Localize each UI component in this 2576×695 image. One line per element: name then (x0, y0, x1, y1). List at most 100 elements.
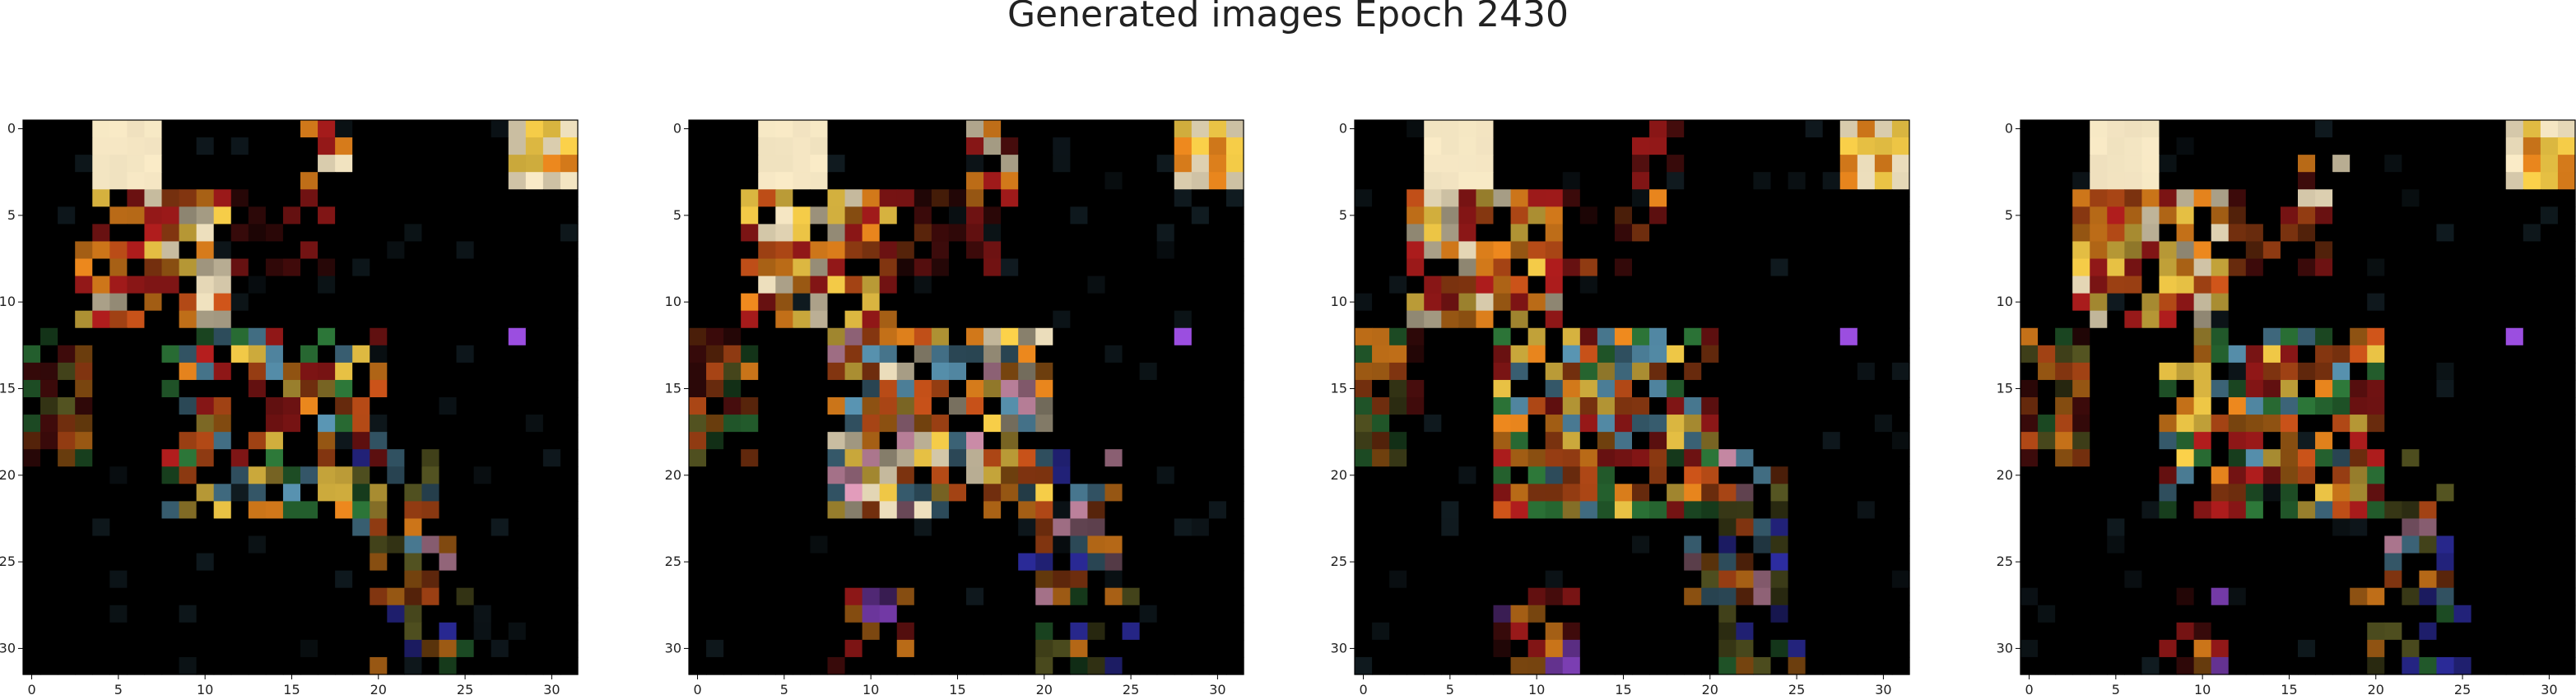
heatmap-cell (1407, 327, 1425, 346)
heatmap-cell (1718, 484, 1737, 502)
heatmap-cell (127, 466, 146, 484)
heatmap-cell (1684, 137, 1702, 155)
heatmap-cell (2332, 553, 2350, 572)
heatmap-cell (318, 293, 336, 312)
heatmap-cell (196, 535, 215, 554)
heatmap-cell (741, 258, 759, 277)
heatmap-cell (213, 379, 232, 398)
heatmap-cell (2124, 553, 2143, 572)
heatmap-cell (1070, 622, 1089, 641)
heatmap-cell (2124, 587, 2143, 606)
heatmap-cell (1053, 379, 1071, 398)
heatmap-cell (1156, 276, 1175, 294)
heatmap-cell (542, 587, 561, 606)
heatmap-cell (2471, 432, 2490, 450)
heatmap-cell (58, 155, 76, 173)
heatmap-cell (248, 379, 267, 398)
heatmap-cell (92, 172, 110, 190)
heatmap-cell (1122, 276, 1141, 294)
heatmap-cell (1684, 622, 1702, 641)
heatmap-cell (1018, 415, 1036, 433)
heatmap-cell (2523, 224, 2541, 243)
heatmap-cell (689, 518, 707, 537)
heatmap-cell (2141, 310, 2160, 329)
heatmap-cell (23, 484, 41, 502)
heatmap-cell (1070, 293, 1089, 312)
heatmap-cell (2350, 605, 2368, 623)
heatmap-cell (1839, 293, 1858, 312)
heatmap-cell (1225, 518, 1244, 537)
heatmap-cell (109, 605, 128, 623)
heatmap-cell (1805, 535, 1824, 554)
heatmap-cell (491, 501, 509, 520)
heatmap-cell (2072, 432, 2090, 450)
heatmap-cell (1891, 397, 1910, 415)
heatmap-cell (844, 172, 863, 190)
heatmap-cell (1122, 449, 1141, 467)
heatmap-cell (230, 137, 249, 155)
heatmap-cell (689, 310, 707, 329)
heatmap-cell (723, 155, 742, 173)
heatmap-cell (1701, 293, 1719, 312)
heatmap-cell (1649, 501, 1667, 520)
heatmap-cell (966, 310, 984, 329)
heatmap-cell (2367, 656, 2385, 675)
heatmap-cell (161, 241, 180, 260)
heatmap-cell (931, 570, 950, 589)
heatmap-cell (1087, 535, 1106, 554)
heatmap-cell (1614, 293, 1633, 312)
heatmap-cell (473, 518, 492, 537)
heatmap-cell (2090, 415, 2108, 433)
heatmap-cell (1053, 397, 1071, 415)
heatmap-cell (2332, 587, 2350, 606)
heatmap-cell (844, 432, 863, 450)
heatmap-cell (2367, 293, 2385, 312)
heatmap-cell (896, 120, 915, 138)
heatmap-cell (1018, 605, 1036, 623)
heatmap-cell (1579, 258, 1598, 277)
heatmap-cell (421, 362, 440, 381)
heatmap-cell (1891, 120, 1910, 138)
heatmap-cell (265, 587, 284, 606)
heatmap-cell (1718, 656, 1737, 675)
heatmap-cell (1718, 466, 1737, 484)
heatmap-cell (404, 137, 423, 155)
heatmap-cell (1018, 241, 1036, 260)
heatmap-cell (723, 449, 742, 467)
heatmap-cell (1736, 449, 1755, 467)
heatmap-cell (2124, 224, 2143, 243)
heatmap-cell (560, 466, 579, 484)
heatmap-cell (1104, 206, 1123, 225)
heatmap-cell (1667, 415, 1685, 433)
heatmap-cell (879, 570, 898, 589)
heatmap-cell (706, 379, 724, 398)
heatmap-cell (144, 206, 163, 225)
heatmap-cell (1805, 570, 1824, 589)
heatmap-cell (1753, 397, 1772, 415)
heatmap-cell (2245, 327, 2264, 346)
heatmap-cell (1822, 276, 1841, 294)
heatmap-cell (161, 155, 180, 173)
heatmap-cell (1104, 137, 1123, 155)
heatmap-cell (723, 518, 742, 537)
heatmap-cell (966, 258, 984, 277)
heatmap-cell (1545, 327, 1564, 346)
heatmap-cell (1632, 656, 1650, 675)
heatmap-cell (2020, 397, 2039, 415)
heatmap-cell (300, 327, 319, 346)
heatmap-cell (491, 587, 509, 606)
heatmap-cell (2193, 415, 2212, 433)
heatmap-cell (1614, 345, 1633, 364)
heatmap-cell (2453, 432, 2472, 450)
heatmap-cell (144, 224, 163, 243)
heatmap-cell (1355, 432, 1373, 450)
heatmap-cell (2193, 622, 2212, 641)
heatmap-cell (966, 345, 984, 364)
heatmap-cell (2055, 276, 2073, 294)
heatmap-cell (2332, 172, 2350, 190)
heatmap-cell (1839, 415, 1858, 433)
heatmap-cell (2419, 155, 2438, 173)
heatmap-cell (1649, 518, 1667, 537)
heatmap-cell (1018, 379, 1036, 398)
